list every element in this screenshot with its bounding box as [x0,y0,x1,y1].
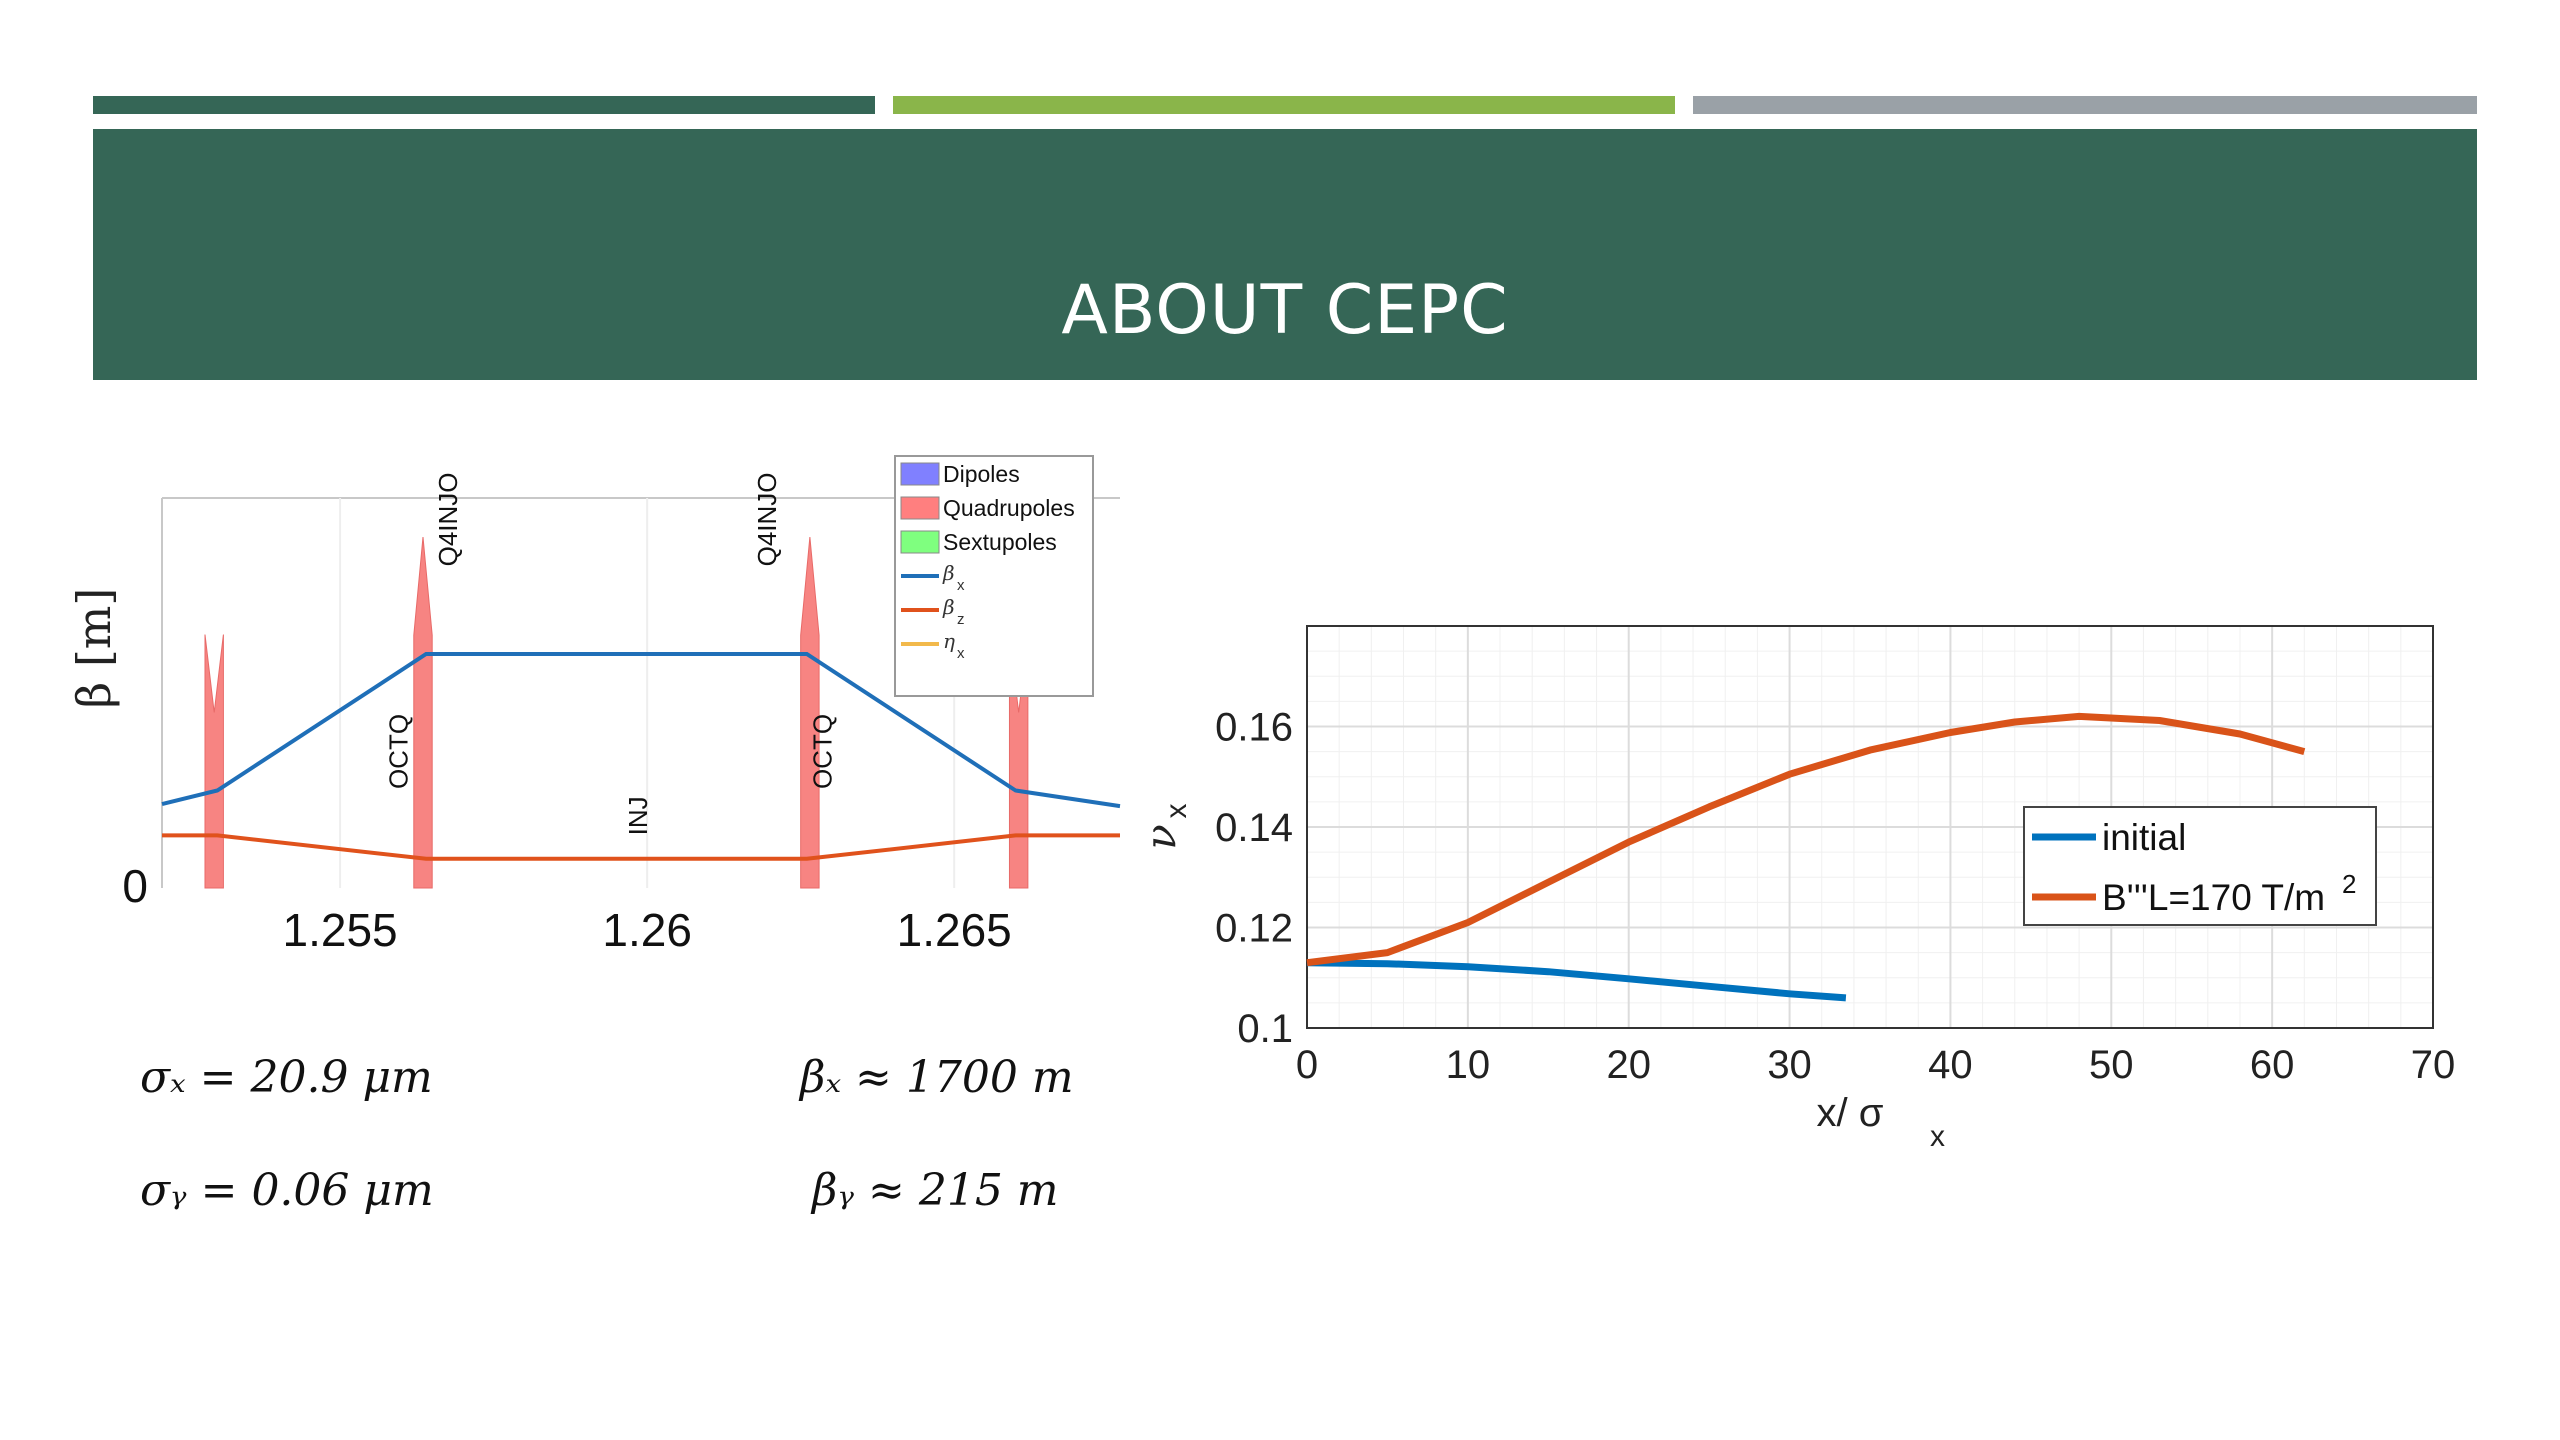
y-tick-label: 0.14 [1215,806,1293,850]
legend-swatch [900,462,940,486]
y-tick-label: 0.1 [1237,1007,1293,1051]
x-tick-label: 30 [1767,1043,1812,1087]
series-line-βx [161,652,1121,809]
legend-label-subscript: z [957,611,965,628]
quadrupole-magnet [413,536,433,889]
x-tick-label: 1.255 [283,904,398,956]
legend-label: β [942,561,955,585]
element-label: OCTQ [384,714,414,789]
y-axis-label: ν [1136,824,1185,850]
tune-shift-chart: 0 10 20 30 40 50 60 700.10.120.140.16x/ σxνxini… [1136,625,2456,1153]
x-tick-label: 0 [1296,1043,1318,1087]
slide-title: ABOUT CEPC [1061,271,1509,350]
beta-x-equation: βₓ ≈ 1700 m [800,1052,1074,1103]
y-tick-label: 0.16 [1215,706,1293,750]
element-label: Q4INJO [752,472,782,566]
accent-bar-dark-green [93,96,875,114]
element-label: Q4INJO [433,472,463,566]
x-tick-label: 20 [1606,1043,1651,1087]
legend-label: B'''L=170 T/m [2102,877,2325,918]
legend-label: β [942,595,955,619]
element-label: OCTQ [807,714,837,789]
accent-bar-gray [1693,96,2477,114]
x-axis-label: x/ σ [1817,1091,1884,1135]
series-line [1306,959,1847,1002]
legend-label-subscript: x [957,577,965,594]
legend-label: η [943,629,955,653]
element-label: INJ [623,796,653,835]
legend-label: Dipoles [943,461,1020,487]
y-tick-label: 0 [122,860,148,912]
y-axis-label-subscript: x [1160,804,1193,819]
series-line [1306,712,2306,967]
x-tick-label: 60 [2250,1043,2295,1087]
axes-box [1306,625,2434,1029]
beta-y-equation: βᵧ ≈ 215 m [812,1165,1059,1216]
x-tick-label: 1.26 [602,904,692,956]
y-tick-label: 0.12 [1215,907,1293,951]
series-line-βz [162,833,1120,861]
y-axis-label: β [m] [67,588,121,709]
quadrupole-magnet [800,536,820,889]
x-axis-label-subscript: x [1930,1120,1945,1153]
legend-swatch [900,496,940,520]
legend-swatch [900,530,940,554]
accent-bar-light-green [893,96,1675,114]
legend-label: initial [2102,817,2186,858]
quadrupole-magnet [204,634,224,889]
legend-label-subscript: x [957,645,965,662]
beta-function-chart: Q4INJO OCTQ INJ Q4INJO OCTQ 1.255 1.26 1.265 0 β … [67,455,1121,956]
x-tick-label: 70 [2411,1043,2456,1087]
sigma-x-equation: σₓ = 20.9 μm [140,1052,433,1103]
legend-label-superscript: 2 [2342,869,2356,899]
legend-box [2023,806,2377,926]
x-tick-label: 10 [1446,1043,1491,1087]
sigma-y-equation: σᵧ = 0.06 μm [140,1165,434,1216]
x-tick-label: 40 [1928,1043,1973,1087]
legend-label: Sextupoles [943,529,1057,555]
x-tick-label: 1.265 [897,904,1012,956]
legend-label: Quadrupoles [943,495,1075,521]
title-band: ABOUT CEPC [93,129,2477,380]
x-tick-label: 50 [2089,1043,2134,1087]
